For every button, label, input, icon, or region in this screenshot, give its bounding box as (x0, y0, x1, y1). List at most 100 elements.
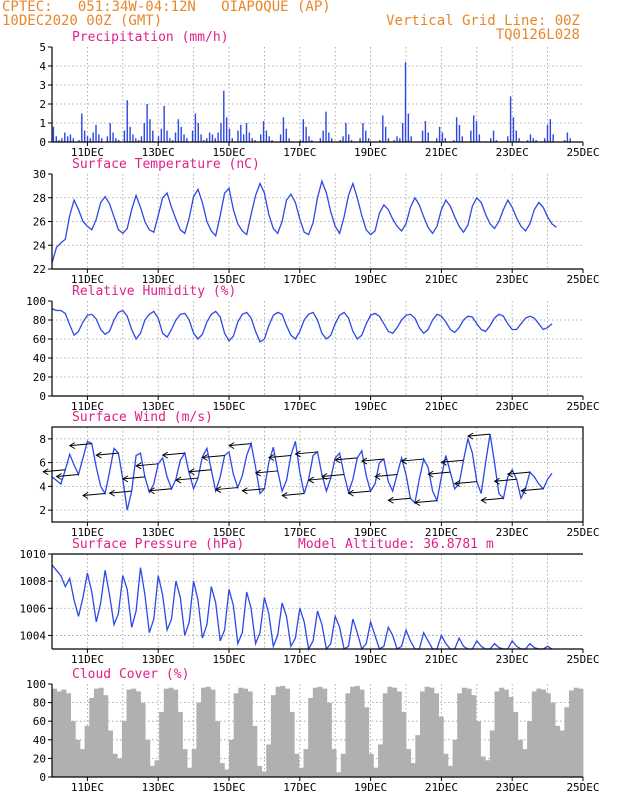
panel-title: Relative Humidity (%) (72, 284, 236, 299)
x-tick-label: 17DEC (283, 526, 316, 539)
precip-bar (285, 128, 287, 142)
cloud-bar (317, 686, 323, 777)
precip-bar (149, 119, 151, 142)
wind-arrowhead (121, 475, 129, 483)
precip-bar (526, 140, 529, 142)
panel-title: Cloud Cover (%) (72, 667, 189, 682)
cloud-bar (289, 711, 295, 777)
wind-arrowhead (95, 451, 102, 459)
x-tick-label: 15DEC (212, 526, 245, 539)
precip-bar (427, 132, 429, 142)
cloud-bar (242, 688, 249, 777)
cloud-bar (433, 693, 440, 777)
y-tick-label: 26 (33, 216, 46, 229)
cloud-bar (187, 767, 193, 777)
cloud-bar (107, 730, 113, 777)
precip-bar (200, 134, 202, 142)
cloud-bar (550, 702, 556, 777)
y-tick-label: 20 (33, 371, 46, 384)
cloud-bar (410, 763, 416, 777)
precip-bar (89, 138, 92, 142)
precip-bar (78, 140, 80, 142)
precip-bar (123, 130, 126, 142)
precip-bar (359, 138, 361, 142)
cloud-bar (270, 695, 276, 777)
panel-2 (48, 300, 584, 400)
precip-bar (472, 115, 475, 142)
precip-bar (458, 124, 461, 142)
x-tick-label: 17DEC (283, 781, 316, 794)
precip-bar (345, 123, 347, 142)
cloud-bar (461, 687, 467, 777)
precip-bar (311, 140, 313, 142)
cloud-bar (219, 763, 225, 777)
y-tick-label: 1 (39, 117, 46, 130)
precip-bar (322, 130, 324, 142)
wind-arrow (175, 477, 199, 481)
wind-arrow (521, 488, 544, 492)
precip-bar (328, 132, 330, 142)
precip-bar (569, 138, 571, 142)
x-tick-label: 15DEC (212, 273, 245, 286)
wind-arrow (43, 469, 66, 473)
precip-bar (492, 130, 495, 142)
precip-bar (396, 136, 398, 142)
cloud-bar (70, 721, 76, 777)
wind-arrow (441, 459, 464, 463)
x-tick-label: 23DEC (496, 781, 529, 794)
y-tick-label: 30 (33, 168, 46, 181)
cloud-bar (233, 693, 239, 777)
cloud-bar (387, 686, 393, 777)
cloud-bar (527, 721, 533, 777)
wind-arrowhead (387, 496, 394, 504)
cloud-bar (406, 749, 412, 777)
cloud-bar (224, 769, 230, 777)
cloud-bar (373, 767, 379, 777)
precip-bar (507, 136, 509, 142)
cloud-bar (145, 739, 151, 777)
precip-bar (109, 123, 111, 142)
precip-bar (325, 111, 327, 142)
y-tick-label: 1004 (20, 629, 47, 642)
wind-arrow (242, 488, 265, 492)
wind-arrow (69, 443, 92, 447)
wind-arrowhead (267, 454, 275, 461)
precip-bar (543, 138, 546, 142)
y-tick-label: 100 (26, 295, 46, 308)
wind-arrowhead (493, 477, 500, 485)
cloud-bar (569, 690, 575, 777)
precip-bar (495, 140, 498, 142)
wind-arrowhead (334, 456, 341, 464)
wind-arrow (428, 471, 451, 475)
precip-bar (387, 138, 390, 142)
y-tick-label: 0 (39, 390, 46, 403)
x-tick-label: 15DEC (212, 781, 245, 794)
precip-bar (546, 124, 549, 142)
cloud-bar (312, 687, 318, 777)
header-line1: CPTEC: 051:34W-04:12N OIAPOQUE (AP) (2, 0, 331, 15)
precip-bar (83, 130, 86, 142)
cloud-bar (79, 749, 86, 777)
cloud-bar (396, 691, 402, 777)
cloud-bar (503, 689, 509, 777)
wind-arrow (481, 497, 504, 501)
cloud-bar (56, 691, 62, 777)
cloud-bar (322, 688, 328, 777)
precip-bar (438, 126, 441, 142)
cloud-bar (182, 749, 188, 777)
y-tick-label: 80 (33, 697, 46, 710)
cloud-bar (112, 753, 118, 777)
wind-arrowhead (161, 451, 169, 459)
x-tick-label: 11DEC (71, 781, 104, 794)
precip-bar (52, 126, 55, 142)
cloud-bar (121, 721, 127, 777)
precip-bar (444, 138, 446, 142)
cloud-bar (163, 688, 169, 777)
cloud-bar (364, 707, 370, 777)
y-tick-label: 8 (39, 433, 46, 446)
precip-bar (186, 138, 188, 142)
precip-bar (81, 113, 83, 142)
precip-bar (512, 117, 515, 142)
precip-bar (490, 138, 492, 142)
precip-bar (180, 126, 182, 142)
